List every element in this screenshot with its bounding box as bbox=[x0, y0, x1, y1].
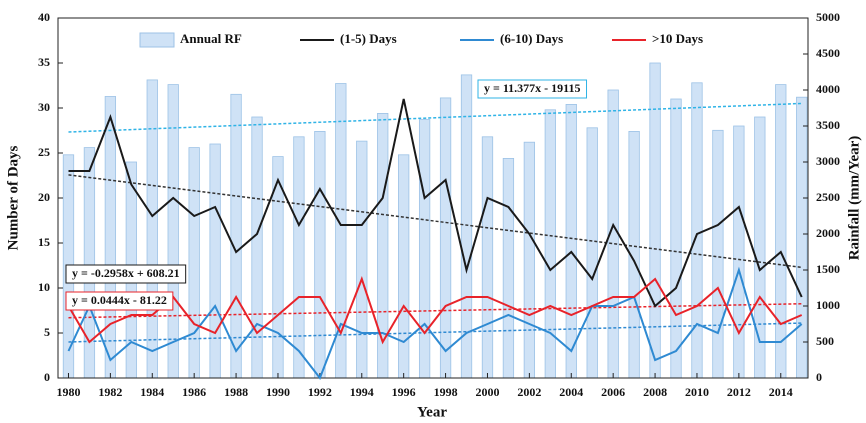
y2-tick-label: 1000 bbox=[816, 298, 840, 312]
y-tick-label: 20 bbox=[38, 190, 50, 204]
bar bbox=[230, 93, 242, 379]
bar bbox=[188, 147, 200, 379]
bar bbox=[586, 127, 598, 379]
trendline bbox=[68, 174, 802, 269]
bar bbox=[502, 157, 515, 379]
x-tick-label: 2014 bbox=[769, 385, 793, 399]
bar bbox=[251, 116, 263, 379]
bar bbox=[733, 125, 745, 379]
y2-axis-title: Rainfall (mm/Year) bbox=[846, 136, 862, 261]
x-tick-label: 1988 bbox=[224, 385, 248, 399]
x-tick-label: 1986 bbox=[182, 385, 206, 399]
bar bbox=[293, 136, 305, 379]
y2-tick-label: 500 bbox=[816, 334, 834, 348]
trendline bbox=[68, 322, 802, 343]
trendline bbox=[68, 303, 802, 319]
x-tick-label: 1996 bbox=[392, 385, 416, 399]
bar bbox=[439, 97, 452, 379]
y2-tick-label: 5000 bbox=[816, 10, 840, 24]
bar bbox=[649, 62, 661, 379]
legend-label: >10 Days bbox=[652, 31, 703, 46]
bar bbox=[314, 130, 326, 379]
bar bbox=[523, 141, 536, 379]
bar bbox=[670, 98, 682, 379]
bar bbox=[398, 154, 410, 379]
y-tick-label: 10 bbox=[38, 280, 50, 294]
equation-box bbox=[65, 291, 174, 311]
y-tick-label: 5 bbox=[44, 325, 50, 339]
legend-label: (1-5) Days bbox=[340, 31, 397, 46]
y2-tick-label: 1500 bbox=[816, 262, 840, 276]
y-tick-label: 15 bbox=[38, 235, 50, 249]
x-tick-label: 2000 bbox=[475, 385, 499, 399]
y2-tick-label: 2000 bbox=[816, 226, 840, 240]
y-tick-label: 0 bbox=[44, 370, 50, 384]
y-tick-label: 30 bbox=[38, 100, 50, 114]
bar bbox=[209, 143, 221, 379]
x-tick-label: 2012 bbox=[727, 385, 751, 399]
bar bbox=[377, 113, 389, 379]
bar bbox=[418, 119, 431, 379]
y2-tick-label: 0 bbox=[816, 370, 822, 384]
equation-label: y = -0.2958x + 608.21 bbox=[72, 266, 180, 280]
bar bbox=[83, 147, 96, 379]
bar bbox=[712, 129, 724, 379]
y-axis-title: Number of Days bbox=[5, 145, 21, 250]
y2-tick-label: 3000 bbox=[816, 154, 840, 168]
y2-tick-label: 4500 bbox=[816, 46, 840, 60]
legend-label: (6-10) Days bbox=[500, 31, 563, 46]
legend-swatch bbox=[139, 32, 175, 48]
y2-tick-label: 3500 bbox=[816, 118, 840, 132]
y-tick-label: 40 bbox=[38, 10, 50, 24]
x-axis-title: Year bbox=[417, 404, 447, 420]
y-tick-label: 35 bbox=[38, 55, 50, 69]
legend-label: Annual RF bbox=[180, 31, 242, 46]
x-tick-label: 2004 bbox=[559, 385, 583, 399]
bar bbox=[691, 82, 703, 379]
x-tick-label: 2008 bbox=[643, 385, 667, 399]
bar bbox=[356, 140, 368, 379]
line-series bbox=[67, 266, 803, 381]
x-tick-label: 1998 bbox=[434, 385, 458, 399]
x-tick-label: 1980 bbox=[56, 385, 80, 399]
y2-tick-label: 4000 bbox=[816, 82, 840, 96]
line-series bbox=[68, 98, 803, 308]
equation-label: y = 0.0444x - 81.22 bbox=[72, 293, 167, 307]
bar bbox=[481, 136, 494, 379]
x-tick-label: 1992 bbox=[308, 385, 332, 399]
x-tick-label: 1982 bbox=[98, 385, 122, 399]
x-tick-label: 2010 bbox=[685, 385, 709, 399]
equation-box bbox=[65, 264, 187, 284]
x-tick-label: 1994 bbox=[350, 385, 374, 399]
x-tick-label: 2006 bbox=[601, 385, 625, 399]
line-series bbox=[67, 276, 803, 345]
bar bbox=[796, 96, 808, 379]
bar bbox=[146, 79, 158, 379]
y2-tick-label: 2500 bbox=[816, 190, 840, 204]
trendline bbox=[68, 102, 802, 133]
x-tick-label: 1990 bbox=[266, 385, 290, 399]
equation-label: y = 11.377x - 19115 bbox=[484, 81, 581, 95]
bar bbox=[775, 84, 787, 379]
bar bbox=[565, 104, 577, 379]
y-tick-label: 25 bbox=[38, 145, 50, 159]
bar bbox=[104, 96, 117, 379]
x-tick-label: 1984 bbox=[140, 385, 164, 399]
bar bbox=[544, 109, 556, 379]
equation-box bbox=[477, 79, 588, 99]
x-tick-label: 2002 bbox=[517, 385, 541, 399]
